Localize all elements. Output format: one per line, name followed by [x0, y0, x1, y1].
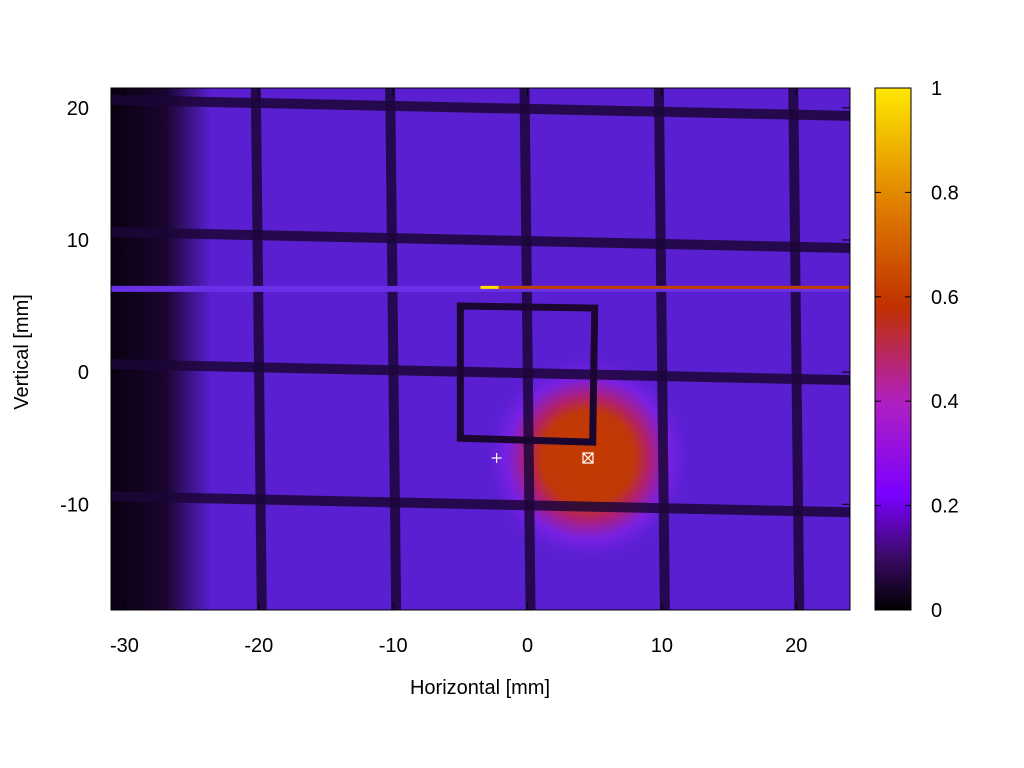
plus-marker: [491, 453, 502, 464]
square-frame: [456, 302, 599, 446]
beam-line-hot: [480, 285, 850, 289]
x-tick-label: 20: [785, 635, 807, 657]
beam-line-peak: [480, 285, 499, 289]
x-tick-label: -30: [110, 635, 139, 657]
plot-area: [110, 87, 851, 611]
plot-frame: [110, 87, 851, 611]
x-axis-ticks: -30 -20 -10 0 10 20: [110, 88, 807, 657]
colorbar-gradient: [874, 87, 912, 611]
colorbar-ticks: 1 0.8 0.6 0.4 0.2 0: [875, 78, 959, 622]
colorbar-tick-label: 0: [931, 600, 942, 622]
vertical-shadow-line-3: [653, 88, 670, 610]
horizontal-shadow-line-0: [111, 94, 850, 121]
colorbar: 1 0.8 0.6 0.4 0.2 0: [874, 78, 959, 622]
x-tick-label: 0: [522, 635, 533, 657]
colorbar-tick-label: 0.8: [931, 182, 959, 204]
x-tick-label: 10: [651, 635, 673, 657]
vertical-shadow-line-4: [788, 88, 805, 610]
vertical-shadow-line-2: [519, 88, 536, 610]
y-tick-label: 20: [67, 98, 89, 120]
x-tick-label: -20: [244, 635, 273, 657]
y-tick-label: -10: [60, 494, 89, 516]
y-tick-label: 10: [67, 230, 89, 252]
y-axis-ticks: 20 10 0 -10: [60, 98, 850, 516]
vertical-shadow-line-1: [385, 88, 402, 610]
shadow-grid-lines: [111, 88, 850, 610]
heatmap-background: [111, 88, 850, 610]
x-axis-label: Horizontal [mm]: [410, 677, 550, 699]
boxed-x-marker: [582, 452, 594, 464]
colorbar-tick-label: 0.2: [931, 496, 959, 518]
square-outline: [456, 302, 599, 446]
horizontal-shadow-line-2: [111, 359, 850, 386]
colorbar-tick-label: 0.4: [931, 391, 959, 413]
left-dark-region: [111, 88, 211, 610]
beam-line: [111, 285, 850, 292]
y-axis-label: Vertical [mm]: [11, 294, 33, 410]
colorbar-tick-label: 1: [931, 78, 942, 100]
horizontal-shadow-line-3: [111, 491, 850, 518]
markers: [491, 452, 594, 464]
y-tick-label: 0: [78, 362, 89, 384]
colorbar-tick-label: 0.6: [931, 287, 959, 309]
vertical-shadow-line-0: [250, 88, 267, 610]
x-tick-label: -10: [379, 635, 408, 657]
horizontal-shadow-line-1: [111, 226, 850, 253]
